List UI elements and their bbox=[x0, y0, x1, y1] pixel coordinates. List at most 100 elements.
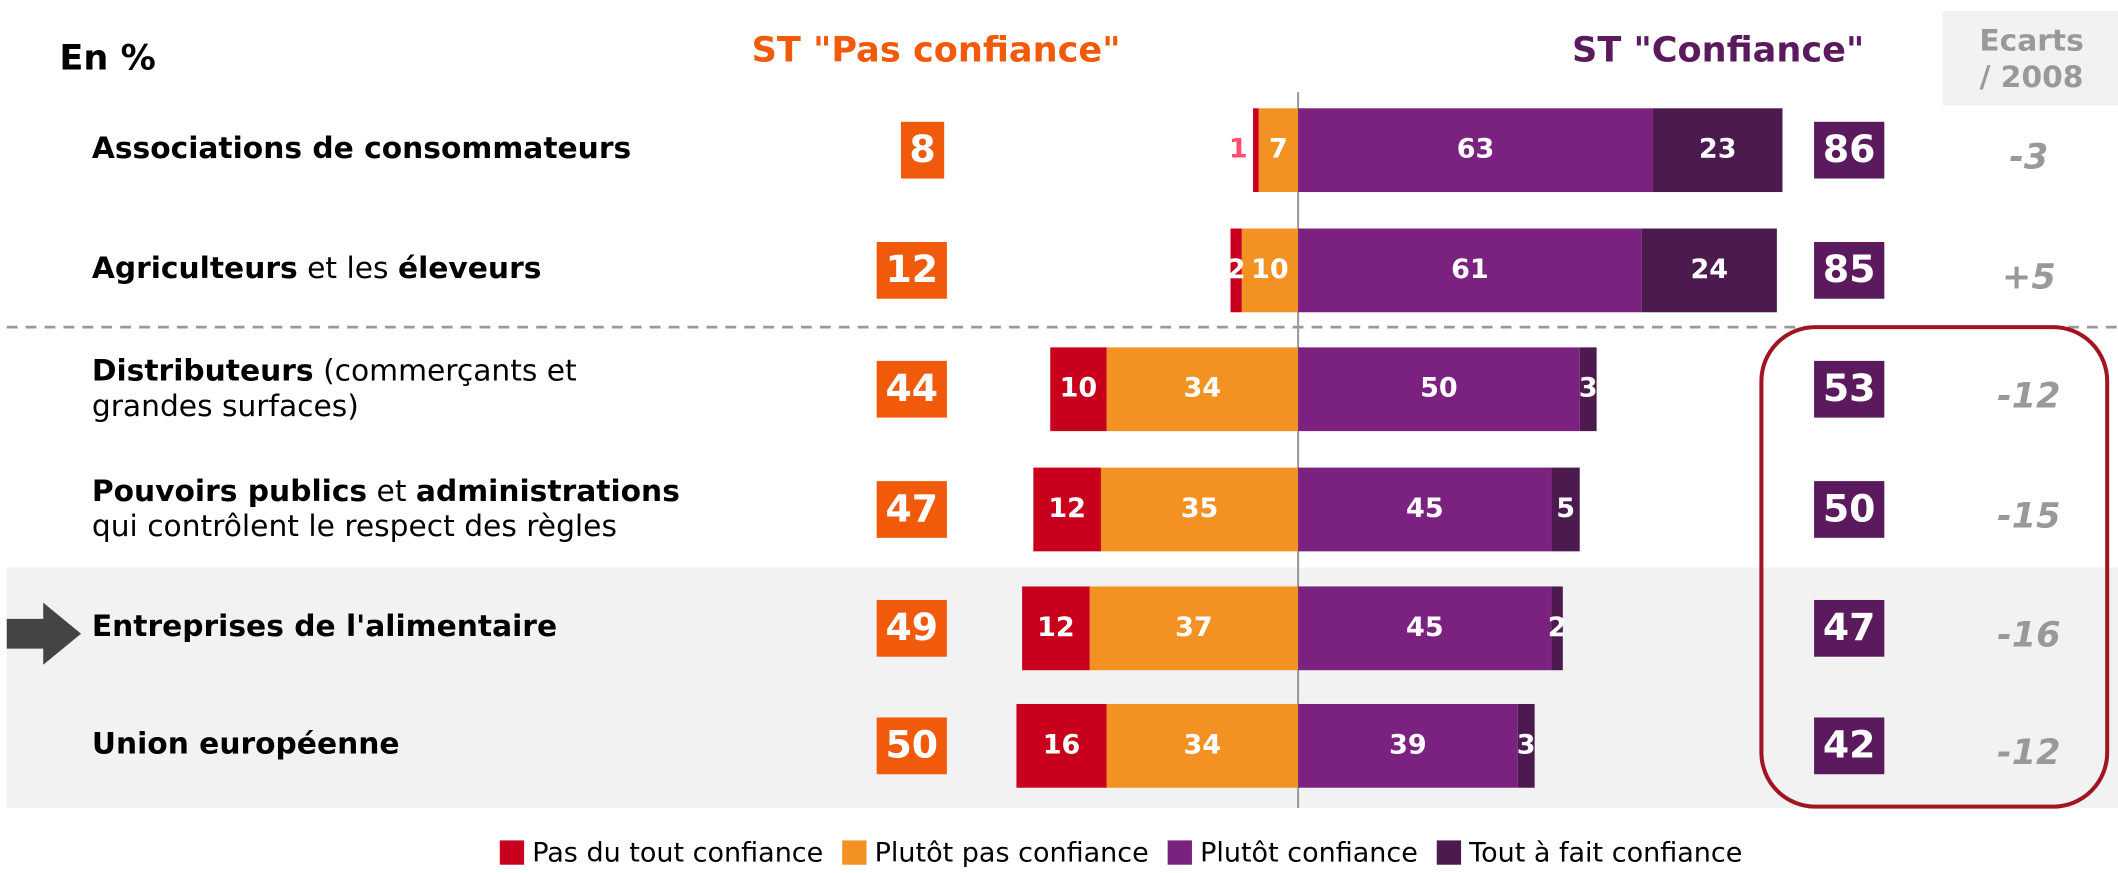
category-label-part: Pouvoirs publics bbox=[92, 473, 367, 508]
category-label-part: qui contrôlent le respect des règles bbox=[92, 509, 617, 544]
segment-label: 61 bbox=[1451, 254, 1489, 285]
ecarts-title: / 2008 bbox=[1980, 60, 2084, 95]
segment-label: 39 bbox=[1389, 729, 1427, 760]
unit-label: En % bbox=[59, 38, 155, 79]
bar-segment bbox=[1298, 467, 1552, 552]
bar-segment bbox=[1298, 347, 1580, 432]
category-label-part: éleveurs bbox=[398, 251, 541, 286]
segment-label: 5 bbox=[1556, 493, 1575, 524]
segment-label: 50 bbox=[1420, 373, 1458, 404]
bar-segment bbox=[1106, 703, 1299, 788]
positive-total: 85 bbox=[1823, 247, 1876, 291]
bar-segment bbox=[1106, 347, 1299, 432]
positive-total-box bbox=[1814, 242, 1885, 299]
legend-swatch bbox=[1436, 840, 1462, 865]
positive-total-box bbox=[1814, 481, 1885, 538]
bar-segment bbox=[1050, 347, 1107, 432]
category-label: Agriculteurs et les éleveurs bbox=[92, 251, 542, 286]
legend-swatch bbox=[842, 840, 867, 865]
bar-segment bbox=[1652, 108, 1783, 193]
ecart-value: -12 bbox=[1997, 732, 2060, 773]
positive-total: 50 bbox=[1823, 486, 1876, 530]
bar-segment bbox=[1298, 586, 1552, 671]
ecart-value: +5 bbox=[2002, 256, 2056, 297]
segment-label: 35 bbox=[1181, 493, 1219, 524]
category-label-part: Agriculteurs bbox=[92, 251, 298, 286]
ecarts-header-bg bbox=[1942, 11, 2118, 106]
legend-swatch bbox=[499, 840, 525, 865]
bar-segment bbox=[1033, 467, 1101, 552]
negative-total: 49 bbox=[885, 605, 938, 649]
category-label-part: Associations de consommateurs bbox=[92, 130, 631, 165]
negative-total-box bbox=[876, 599, 947, 657]
bar-segment bbox=[1551, 586, 1563, 671]
bar-segment bbox=[1253, 108, 1259, 193]
category-label-part: grandes surfaces) bbox=[92, 388, 359, 423]
bar-segment bbox=[1517, 703, 1535, 788]
negative-total-box bbox=[876, 242, 947, 299]
bar-segment bbox=[1579, 347, 1597, 432]
legend-label: Pas du tout confiance bbox=[532, 837, 823, 868]
ecart-value: -15 bbox=[1997, 496, 2060, 537]
legend-label: Plutôt confiance bbox=[1200, 837, 1418, 868]
category-label-part: administrations bbox=[416, 473, 680, 508]
negative-total: 12 bbox=[885, 247, 938, 291]
category-label: Union européenne bbox=[92, 726, 400, 761]
category-label-part: Distributeurs bbox=[92, 353, 314, 388]
segment-label: 37 bbox=[1175, 612, 1213, 643]
positive-total-box bbox=[1814, 121, 1885, 179]
category-label: Entreprises de l'alimentaire bbox=[92, 608, 557, 643]
positive-total-box bbox=[1814, 599, 1885, 657]
segment-label: 10 bbox=[1060, 373, 1098, 404]
ecart-value: -16 bbox=[1997, 614, 2060, 655]
category-label: Pouvoirs publics et administrations bbox=[92, 473, 680, 508]
ecart-value: -12 bbox=[1997, 375, 2060, 416]
bar-segment bbox=[1258, 108, 1299, 193]
segment-label: 3 bbox=[1517, 729, 1536, 760]
bar-segment bbox=[1298, 703, 1518, 788]
segment-label: 45 bbox=[1406, 493, 1444, 524]
category-label-part: Union européenne bbox=[92, 726, 400, 761]
segment-label: 10 bbox=[1251, 254, 1289, 285]
category-label-part: et bbox=[367, 473, 416, 508]
segment-label: 34 bbox=[1184, 373, 1222, 404]
segment-label: 2 bbox=[1227, 254, 1246, 285]
ecart-value: -3 bbox=[2009, 136, 2048, 177]
negative-total-box bbox=[876, 481, 947, 538]
legend-swatch bbox=[1167, 840, 1192, 865]
positive-total-box bbox=[1814, 360, 1885, 418]
positive-total: 53 bbox=[1823, 366, 1876, 410]
ecarts-title: Ecarts bbox=[1979, 24, 2083, 59]
bar-segment bbox=[1089, 586, 1299, 671]
negative-total: 44 bbox=[885, 366, 938, 410]
positive-total: 42 bbox=[1823, 723, 1876, 767]
segment-label: 16 bbox=[1043, 729, 1081, 760]
negative-total-box bbox=[876, 717, 947, 775]
segment-label: 45 bbox=[1406, 612, 1444, 643]
negative-total: 47 bbox=[885, 486, 938, 530]
bar-segment bbox=[1100, 467, 1299, 552]
category-label-part: et les bbox=[298, 251, 398, 286]
bar-segment bbox=[1230, 228, 1242, 313]
negative-total: 50 bbox=[885, 723, 938, 767]
arrow bbox=[6, 602, 82, 665]
positive-total: 47 bbox=[1823, 605, 1876, 649]
negative-header: ST "Pas confiance" bbox=[752, 30, 1121, 71]
category-label-part: (commerçants et bbox=[314, 353, 577, 388]
segment-label: 12 bbox=[1037, 612, 1075, 643]
legend-label: Plutôt pas confiance bbox=[875, 837, 1149, 868]
category-label: Distributeurs (commerçants et bbox=[92, 353, 577, 388]
category-label: grandes surfaces) bbox=[92, 388, 359, 423]
negative-total-box bbox=[876, 360, 947, 418]
positive-header: ST "Confiance" bbox=[1572, 30, 1864, 71]
bar-segment bbox=[1298, 228, 1642, 313]
bar-segment bbox=[1298, 108, 1653, 193]
highlight-frame bbox=[1759, 325, 2110, 809]
segment-label: 63 bbox=[1457, 134, 1495, 165]
segment-label: 23 bbox=[1699, 134, 1737, 165]
positive-total: 86 bbox=[1823, 127, 1876, 171]
legend-label: Tout à fait confiance bbox=[1468, 837, 1742, 868]
category-label: qui contrôlent le respect des règles bbox=[92, 509, 617, 544]
